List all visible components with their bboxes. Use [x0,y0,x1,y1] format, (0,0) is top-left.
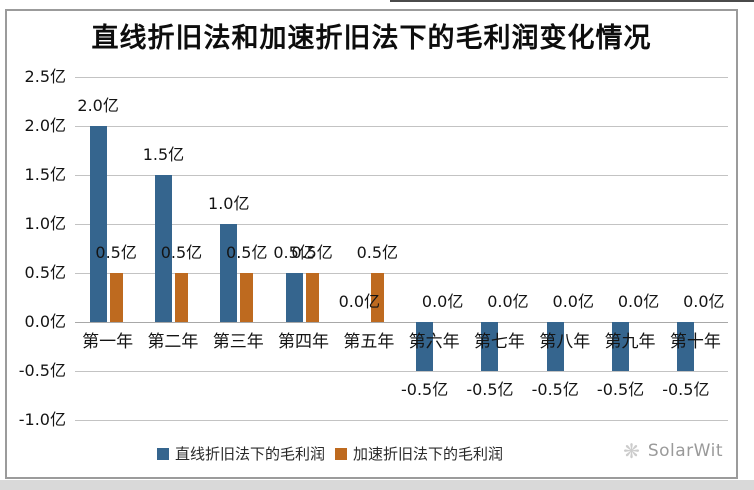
x-axis-category-label: 第九年 [604,332,656,352]
gridline [75,126,728,127]
legend-label: 直线折旧法下的毛利润 [174,445,325,463]
bar-series1 [612,322,630,371]
data-label: 0.0亿 [487,292,529,311]
y-axis-tick-label: -0.5亿 [18,361,66,380]
data-label: -0.5亿 [401,380,449,399]
bar-series1 [89,126,107,322]
gridline [75,224,728,225]
solarwit-logo-icon [623,440,640,462]
y-axis-tick-label: -1.0亿 [18,410,66,429]
legend-item-2: 加速折旧法下的毛利润 [335,443,503,464]
bar-series1 [220,224,238,322]
x-axis-category-label: 第二年 [147,332,199,352]
data-label: 0.5亿 [356,243,399,262]
watermark-text: SolarWit [647,441,723,461]
data-label: 0.0亿 [338,292,381,311]
data-label: -0.5亿 [531,380,579,399]
x-axis-category-label: 第六年 [408,332,460,352]
page-top-border [390,0,754,2]
y-axis-tick-label: 2.5亿 [24,67,66,86]
gridline [75,322,728,323]
gridline [75,175,728,176]
bar-series1 [677,322,695,371]
bar-series1 [154,175,172,322]
legend-swatch [156,447,169,460]
data-label: 1.0亿 [208,194,250,213]
bar-series1 [481,322,499,371]
chart-title: 直线折旧法和加速折旧法下的毛利润变化情况 [91,23,652,54]
bar-series2 [370,273,384,322]
data-label: 0.5亿 [273,243,315,262]
legend-label: 加速折旧法下的毛利润 [353,445,504,463]
bar-series1 [285,273,303,322]
y-axis-tick-label: 1.5亿 [24,165,66,184]
data-label: 0.5亿 [226,243,268,262]
x-axis-category-label: 第三年 [212,332,264,352]
data-label: 0.0亿 [552,292,594,311]
bar-series2 [174,273,188,322]
data-label: 0.5亿 [160,243,203,262]
bar-series2 [305,273,319,322]
y-axis-tick-label: 2.0亿 [24,116,66,135]
legend-swatch [335,447,347,460]
x-axis-category-label: 第七年 [473,332,525,352]
y-axis-tick-label: 1.0亿 [24,214,66,233]
watermark: SolarWit [623,440,723,462]
chart-legend: 直线折旧法下的毛利润 加速折旧法下的毛利润 [5,443,655,464]
data-label: -0.5亿 [466,380,514,399]
gridline [75,371,728,372]
bar-series2 [240,273,254,322]
y-axis-tick-label: 0.5亿 [24,263,66,282]
data-label: 0.0亿 [617,292,660,311]
x-axis-category-label: 第八年 [539,332,591,352]
chart-frame [5,9,738,479]
x-axis-category-label: 第四年 [278,332,330,352]
x-axis-category-label: 第一年 [82,332,134,352]
bar-series1 [546,322,564,371]
data-label: 0.5亿 [95,243,137,262]
data-label: 1.5亿 [142,145,185,164]
gridline [75,420,728,421]
gridline [75,77,728,78]
bar-series2 [109,273,123,322]
data-label: 0.5亿 [291,243,333,262]
x-axis-category-label: 第十年 [669,332,721,352]
data-label: -0.5亿 [662,380,710,399]
bar-series1 [416,322,434,371]
legend-item-1: 直线折旧法下的毛利润 [156,443,325,464]
y-axis-tick-label: 0.0亿 [24,312,66,331]
x-axis-category-label: 第五年 [343,332,395,352]
data-label: 0.0亿 [683,292,725,311]
data-label: -0.5亿 [596,380,645,399]
bottom-shadow [0,480,754,490]
data-label: 2.0亿 [77,96,119,115]
gridline [75,273,728,274]
data-label: 0.0亿 [421,292,464,311]
